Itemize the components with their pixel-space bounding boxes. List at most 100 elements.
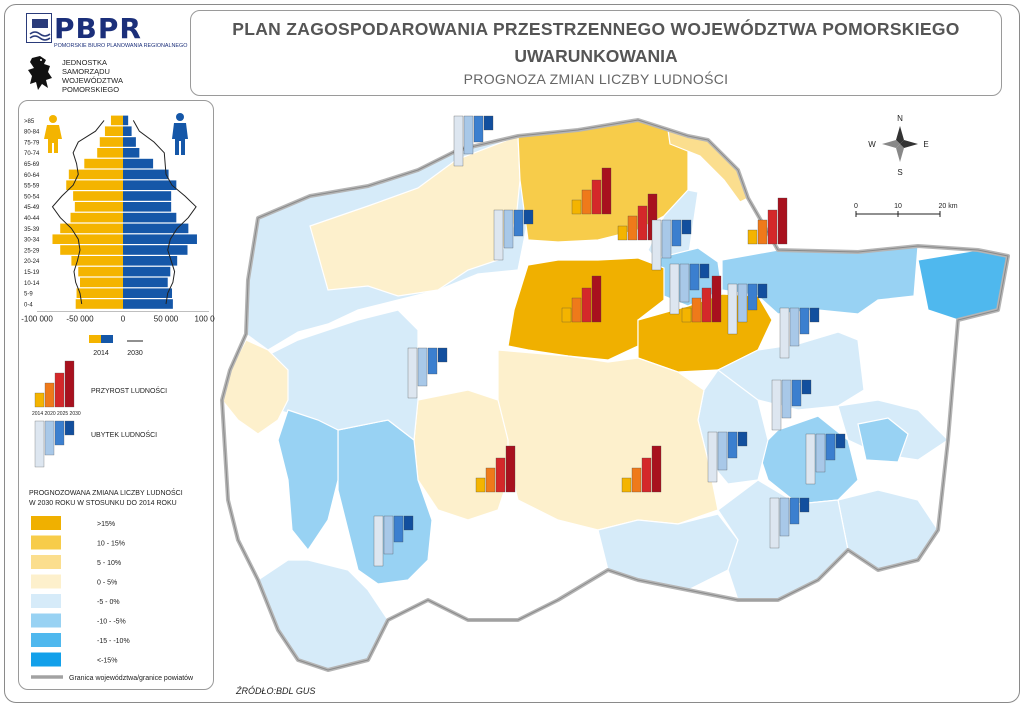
pyramid-bar-female bbox=[110, 115, 123, 126]
pyramid-age-label: >85 bbox=[24, 119, 35, 125]
county-growth-bar bbox=[757, 219, 768, 245]
choropleth-swatch bbox=[31, 594, 61, 608]
choropleth-class-label: -15 - -10% bbox=[97, 638, 130, 645]
legend-2014-label: 2014 bbox=[93, 350, 109, 357]
county-growth-bar bbox=[641, 457, 652, 493]
pyramid-bar-female bbox=[75, 299, 123, 309]
county-decline-bar bbox=[771, 379, 782, 431]
pyramid-bar-male bbox=[123, 223, 189, 234]
county-decline-bar bbox=[737, 283, 748, 323]
county-decline-bar bbox=[671, 219, 682, 247]
county-growth-bar bbox=[601, 167, 612, 215]
legend-decline-bar bbox=[44, 420, 55, 456]
pyramid-axis-tick: -50 000 bbox=[66, 314, 94, 323]
choropleth-class-label: 0 - 5% bbox=[97, 580, 117, 587]
county-decline-bar bbox=[737, 431, 748, 447]
pyramid-axis-tick: 100 000 bbox=[195, 314, 215, 323]
pyramid-axis-tick: -100 000 bbox=[21, 314, 53, 323]
choropleth-legend: PROGNOZOWANA ZMIANA LICZBY LUDNOŚCI W 203… bbox=[29, 488, 194, 682]
county-region bbox=[837, 489, 939, 571]
county-growth-bar bbox=[581, 189, 592, 215]
bar-chart-legend: 2014 2020 2025 2030 PRZYROST LUDNOŚCI UBYT… bbox=[32, 360, 167, 468]
pyramid-age-label: 45-49 bbox=[24, 205, 40, 211]
legend-panel: 0-4 5-9 10-14 15-19 20-24 25-29 30-34 35-39 40-4… bbox=[18, 100, 224, 690]
pyramid-bar-male bbox=[123, 180, 177, 190]
pyramid-bar-female bbox=[97, 148, 123, 158]
county-decline-bar bbox=[815, 433, 826, 473]
county-decline-bar bbox=[523, 209, 534, 225]
scale-tick-20: 20 km bbox=[938, 203, 957, 210]
legend-growth-bar bbox=[44, 382, 55, 408]
county-decline-bar bbox=[791, 379, 802, 407]
pyramid-bar-male bbox=[123, 158, 154, 169]
pyramid-bar-male bbox=[123, 115, 129, 126]
county-decline-bar bbox=[483, 115, 494, 131]
county-decline-bar bbox=[503, 209, 514, 249]
pyramid-bar-female bbox=[74, 202, 123, 212]
emblem-caption: JEDNOSTKA SAMORZĄDU WOJEWÓDZTWA POMORSKI… bbox=[62, 58, 123, 94]
pyramid-age-label: 25-29 bbox=[24, 248, 40, 254]
county-decline-bar bbox=[689, 263, 700, 291]
scale-tick-0: 0 bbox=[854, 203, 858, 210]
pyramid-bar-male bbox=[123, 234, 197, 244]
pyramid-bar-male bbox=[123, 126, 132, 136]
county-decline-bar bbox=[493, 209, 504, 261]
county-growth-bar bbox=[631, 467, 642, 493]
pyramid-bar-female bbox=[73, 191, 123, 201]
county-growth-bar bbox=[495, 457, 506, 493]
legend-2014-male-swatch bbox=[101, 335, 113, 343]
pyramid-bar-male bbox=[123, 288, 173, 298]
pyramid-bar-female bbox=[80, 277, 123, 288]
logo-block: PBPR POMORSKIE BIURO PLANOWANIA REGIONAL… bbox=[18, 10, 190, 96]
pyramid-legend: 2014 2030 bbox=[89, 335, 143, 357]
population-pyramid: 0-4 5-9 10-14 15-19 20-24 25-29 30-34 35-39 40-4… bbox=[21, 115, 224, 323]
county-decline-bar bbox=[681, 219, 692, 235]
county-decline-bar bbox=[679, 263, 690, 303]
male-icon bbox=[172, 113, 188, 155]
county-growth-bar bbox=[505, 445, 516, 493]
pyramid-bar-female bbox=[76, 288, 123, 298]
choropleth-class-label: >15% bbox=[97, 521, 115, 528]
compass-rose: N S E W bbox=[868, 114, 928, 177]
pyramid-bar-male bbox=[123, 277, 168, 288]
county-decline-bar bbox=[809, 307, 820, 323]
compass-west: W bbox=[868, 140, 876, 149]
compass-south: S bbox=[897, 168, 902, 177]
county-growth-bar bbox=[571, 297, 582, 323]
legend-growth-bar bbox=[34, 392, 45, 408]
county-growth-bar bbox=[767, 209, 778, 245]
county-growth-bar bbox=[591, 275, 602, 323]
county-growth-bar bbox=[777, 197, 788, 245]
pyramid-age-label: 40-44 bbox=[24, 216, 40, 222]
pyramid-bar-female bbox=[84, 158, 123, 169]
pyramid-age-label: 35-39 bbox=[24, 227, 40, 233]
choropleth-title-1: PROGNOZOWANA ZMIANA LICZBY LUDNOŚCI bbox=[29, 488, 183, 497]
legend-graphics: 0-4 5-9 10-14 15-19 20-24 25-29 30-34 35-39 40-4… bbox=[21, 113, 224, 682]
county-growth-bar bbox=[617, 225, 628, 241]
county-decline-bar bbox=[463, 115, 474, 155]
county-decline-bar bbox=[801, 379, 812, 395]
pyramid-line-female-2030 bbox=[51, 120, 105, 305]
pyramid-bar-male bbox=[123, 191, 172, 201]
pyramid-age-label: 80-84 bbox=[24, 130, 40, 136]
county-growth-bar bbox=[747, 229, 758, 245]
county-decline-bar bbox=[835, 433, 846, 449]
pyramid-age-label: 5-9 bbox=[24, 292, 33, 298]
pyramid-age-label: 60-64 bbox=[24, 173, 40, 179]
county-growth-bar bbox=[701, 287, 712, 323]
choropleth-class-label: -10 - -5% bbox=[97, 619, 126, 626]
compass-east: E bbox=[923, 140, 928, 149]
pyramid-bar-female bbox=[104, 126, 123, 136]
data-source: ŹRÓDŁO:BDL GUS bbox=[236, 686, 316, 696]
county-growth-bar bbox=[571, 199, 582, 215]
choropleth-swatch bbox=[31, 535, 61, 550]
pyramid-bar-female bbox=[60, 223, 123, 234]
female-icon bbox=[44, 115, 62, 153]
county-growth-bar bbox=[475, 477, 486, 493]
pyramid-bar-female bbox=[66, 180, 123, 190]
pyramid-axis-tick: 50 000 bbox=[154, 314, 179, 323]
logo-text: PBPR bbox=[54, 12, 142, 45]
county-growth-bar bbox=[485, 467, 496, 493]
choropleth-class-label: <-15% bbox=[97, 658, 117, 665]
map-subtitle: UWARUNKOWANIA bbox=[514, 46, 678, 66]
